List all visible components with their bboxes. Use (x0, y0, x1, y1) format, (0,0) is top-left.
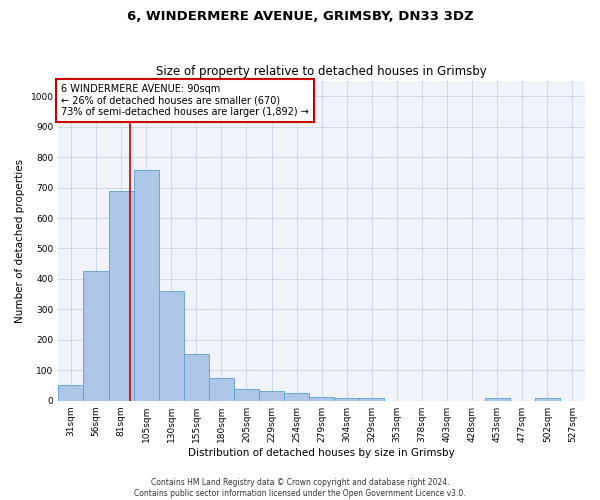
X-axis label: Distribution of detached houses by size in Grimsby: Distribution of detached houses by size … (188, 448, 455, 458)
Bar (535, 398, 560, 400)
Bar (309, 397, 334, 400)
Y-axis label: Number of detached properties: Number of detached properties (15, 159, 25, 323)
Title: Size of property relative to detached houses in Grimsby: Size of property relative to detached ho… (157, 66, 487, 78)
Bar (134, 170, 159, 400)
Text: 6, WINDERMERE AVENUE, GRIMSBY, DN33 3DZ: 6, WINDERMERE AVENUE, GRIMSBY, DN33 3DZ (127, 10, 473, 23)
Bar (234, 388, 259, 400)
Bar (209, 378, 234, 400)
Text: Contains HM Land Registry data © Crown copyright and database right 2024.
Contai: Contains HM Land Registry data © Crown c… (134, 478, 466, 498)
Bar (284, 393, 309, 400)
Bar (159, 291, 184, 401)
Bar (334, 398, 359, 400)
Bar (83, 272, 109, 400)
Bar (184, 354, 209, 401)
Bar (58, 385, 83, 400)
Bar (359, 398, 385, 400)
Bar (109, 190, 134, 400)
Bar (259, 390, 284, 400)
Text: 6 WINDERMERE AVENUE: 90sqm
← 26% of detached houses are smaller (670)
73% of sem: 6 WINDERMERE AVENUE: 90sqm ← 26% of deta… (61, 84, 309, 117)
Bar (485, 398, 510, 400)
